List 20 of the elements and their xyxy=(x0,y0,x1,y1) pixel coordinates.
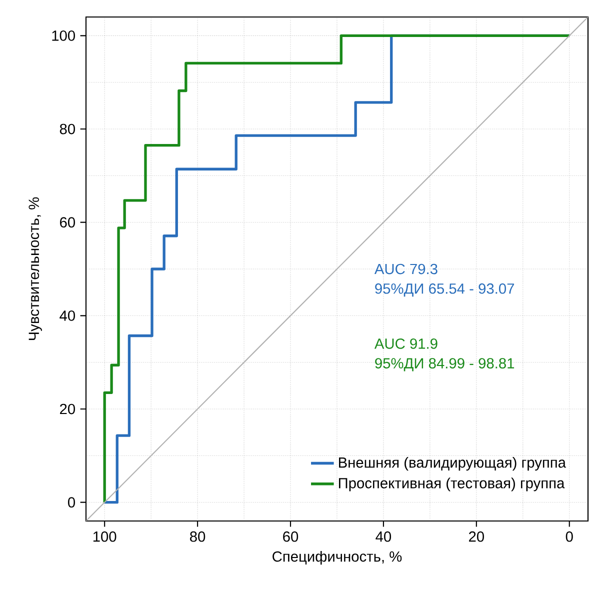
legend-label: Проспективная (тестовая) группа xyxy=(338,478,565,492)
y-tick-label: 20 xyxy=(60,404,75,414)
x-axis-title: Специфичность, % xyxy=(272,550,402,565)
y-tick-label: 100 xyxy=(52,30,75,41)
legend-label: Внешняя (валидирующая) группа xyxy=(339,456,566,471)
y-tick-label: 60 xyxy=(60,217,75,228)
y-tick-label: 80 xyxy=(60,124,75,134)
y-tick-label: 40 xyxy=(60,310,75,321)
annotation: AUC 79.3 xyxy=(374,264,438,274)
x-tick-label: 100 xyxy=(93,531,116,542)
y-axis-title: Чувствительность, % xyxy=(28,197,42,340)
annotation: 95%ДИ 84.99 - 98.81 xyxy=(375,358,514,372)
annotation: AUC 91.9 xyxy=(374,338,438,349)
x-tick-label: 40 xyxy=(376,531,392,542)
x-tick-label: 80 xyxy=(190,531,206,542)
x-tick-label: 60 xyxy=(283,531,298,542)
x-tick-label: 20 xyxy=(469,531,484,542)
x-tick-label: 0 xyxy=(566,531,573,542)
y-tick-label: 0 xyxy=(68,497,75,508)
annotation: 95%ДИ 65.54 - 93.07 xyxy=(375,283,514,297)
